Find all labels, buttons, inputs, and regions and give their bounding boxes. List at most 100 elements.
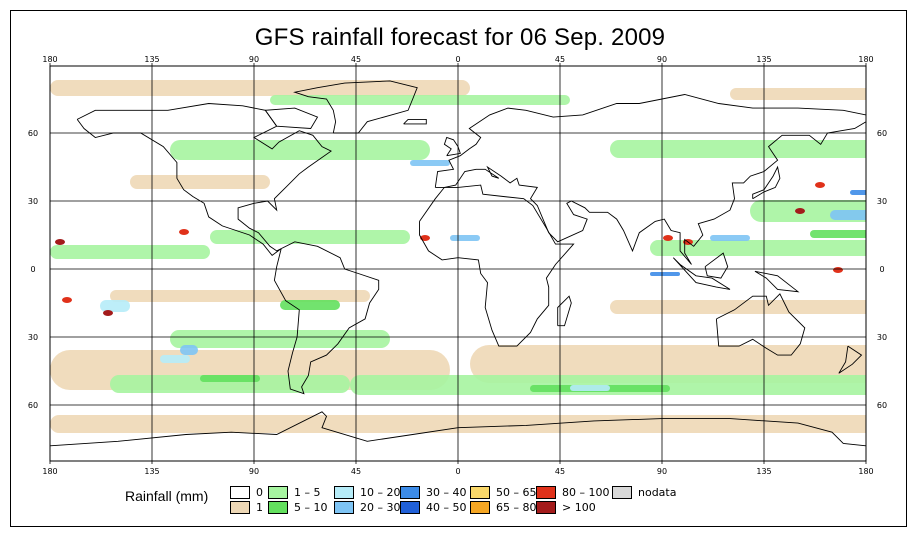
tick-label: 30 <box>28 333 38 342</box>
legend-swatch <box>230 501 250 514</box>
tick-label: 180 <box>858 467 873 476</box>
heavy-rain-spot <box>815 182 825 188</box>
legend-swatch <box>268 486 288 499</box>
madagascar-coast <box>557 295 572 327</box>
tick-label: 0 <box>879 265 884 274</box>
legend-label: 80 – 100 <box>562 486 610 499</box>
baffin-coast <box>264 107 319 129</box>
rain-band <box>570 385 610 391</box>
tick-label: 60 <box>877 401 887 410</box>
heavy-rain-spot <box>795 208 805 214</box>
tick-label: 60 <box>28 129 38 138</box>
tick-label: 90 <box>657 55 667 64</box>
rain-band <box>470 345 866 383</box>
legend-swatch <box>268 501 288 514</box>
rain-band <box>160 355 190 363</box>
rain-band <box>450 235 480 241</box>
legend-swatch <box>334 486 354 499</box>
new-zealand-coast <box>838 345 863 374</box>
rain-band <box>730 88 866 100</box>
legend-swatch <box>470 486 490 499</box>
legend-label: 40 – 50 <box>426 501 467 514</box>
legend-label: 5 – 10 <box>294 501 328 514</box>
tick-label: 180 <box>42 467 57 476</box>
tick-label: 0 <box>455 467 460 476</box>
tick-label: 0 <box>30 265 35 274</box>
tick-label: 135 <box>756 55 771 64</box>
rain-band <box>50 80 470 96</box>
legend-swatch <box>612 486 632 499</box>
tick-label: 180 <box>858 55 873 64</box>
legend-label: 20 – 30 <box>360 501 401 514</box>
rain-band <box>810 230 866 238</box>
tick-label: 45 <box>555 55 565 64</box>
tick-label: 135 <box>144 467 159 476</box>
tick-label: 90 <box>657 467 667 476</box>
rain-band <box>850 190 866 195</box>
legend-label: 10 – 20 <box>360 486 401 499</box>
tick-label: 30 <box>877 197 887 206</box>
legend-swatch <box>400 486 420 499</box>
tick-label: 90 <box>249 467 259 476</box>
legend-label: 0 <box>256 486 263 499</box>
rain-band <box>710 235 750 241</box>
rain-band <box>180 345 198 355</box>
figure-frame <box>10 10 907 527</box>
iceland-coast <box>403 118 427 125</box>
legend-label: 1 <box>256 501 263 514</box>
rain-band <box>200 375 260 382</box>
rain-band <box>50 245 210 259</box>
legend-swatch <box>334 501 354 514</box>
indonesia-coast <box>672 257 731 290</box>
tick-label: 90 <box>249 55 259 64</box>
legend-label: 65 – 80 <box>496 501 537 514</box>
new-guinea-coast <box>754 270 800 293</box>
rain-band <box>170 140 430 160</box>
south-america-coast <box>273 241 380 395</box>
africa-coast <box>419 184 575 347</box>
greenland-coast <box>293 80 418 134</box>
australia-coast <box>715 293 806 356</box>
uk-coast <box>443 136 461 157</box>
rain-band <box>650 240 866 256</box>
map-title: GFS rainfall forecast for 06 Sep. 2009 <box>254 24 666 51</box>
rain-band <box>50 415 866 433</box>
legend-label: 1 – 5 <box>294 486 321 499</box>
tick-label: 135 <box>144 55 159 64</box>
tick-label: 60 <box>877 129 887 138</box>
legend-label: 30 – 40 <box>426 486 467 499</box>
legend-title: Rainfall (mm) <box>125 488 209 504</box>
heavy-rain-spot <box>833 267 843 273</box>
tick-label: 45 <box>351 55 361 64</box>
axis-tick-labels: 180 180 135 135 90 90 45 45 0 0 45 45 90 90 135 135 180 1… <box>28 55 887 476</box>
rain-band <box>830 210 866 220</box>
heavy-rain-spot <box>103 310 113 316</box>
tick-label: 60 <box>28 401 38 410</box>
coastlines <box>50 80 866 447</box>
legend-label: nodata <box>638 486 677 499</box>
legend-swatch <box>400 501 420 514</box>
tick-label: 30 <box>877 333 887 342</box>
rain-band <box>280 300 340 310</box>
legend-swatch <box>536 486 556 499</box>
japan-coast <box>752 165 781 200</box>
rain-band <box>610 140 866 158</box>
tick-label: 30 <box>28 197 38 206</box>
tick-label: 45 <box>555 467 565 476</box>
legend-label: 50 – 65 <box>496 486 537 499</box>
rain-band <box>170 330 390 348</box>
legend-swatch <box>536 501 556 514</box>
heavy-rain-spot <box>55 239 65 245</box>
antarctica-coast <box>50 411 866 447</box>
heavy-rain-spot <box>62 297 72 303</box>
rain-band <box>110 290 370 302</box>
tick-label: 180 <box>42 55 57 64</box>
legend-swatch <box>230 486 250 499</box>
rain-band <box>610 300 866 314</box>
heavy-rain-spot <box>663 235 673 241</box>
eurasia-coast <box>434 94 866 265</box>
legend-label: > 100 <box>562 501 596 514</box>
rain-band <box>210 230 410 244</box>
lat-lon-grid <box>50 66 866 461</box>
